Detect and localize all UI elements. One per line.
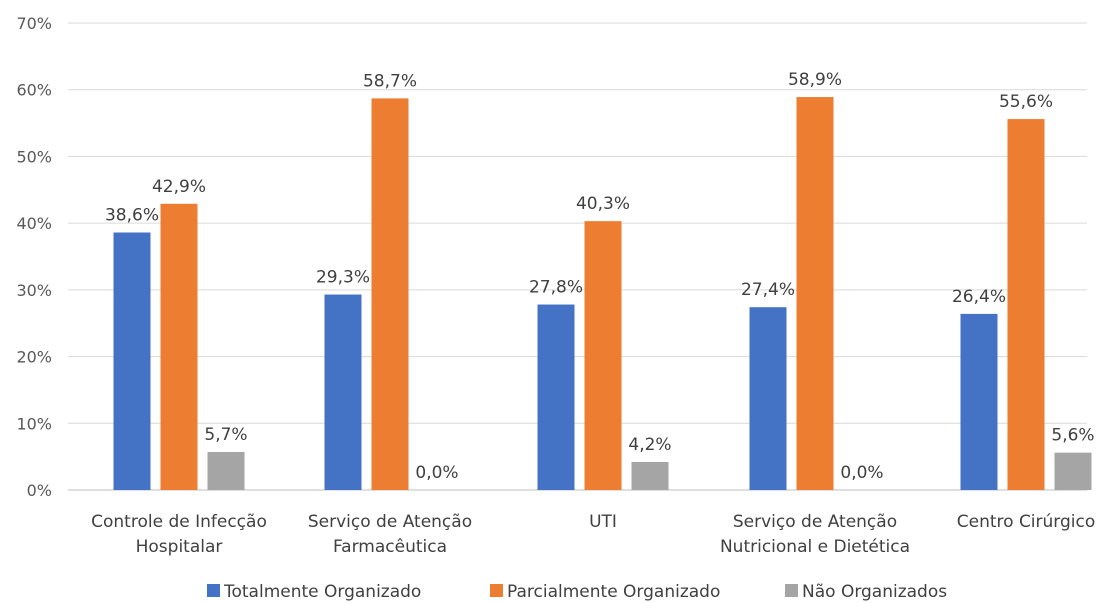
data-label: 4,2% (628, 435, 671, 455)
data-label: 0,0% (840, 463, 883, 483)
bar-1 (324, 294, 362, 490)
legend-label: Parcialmente Organizado (507, 582, 720, 602)
category-label: Controle de Infecção (91, 512, 267, 532)
bar-2 (371, 98, 409, 490)
data-label: 42,9% (152, 177, 206, 197)
category-label: Farmacêutica (333, 537, 447, 557)
legend-swatch (785, 584, 798, 597)
bar-1 (537, 304, 575, 490)
data-label: 38,6% (105, 205, 159, 225)
legend-label: Não Organizados (802, 582, 947, 602)
bar-3 (207, 451, 245, 490)
y-tick-label: 0% (27, 481, 52, 500)
category-label: Serviço de Atenção (308, 512, 472, 532)
bar-2 (584, 221, 622, 491)
y-tick-label: 20% (16, 348, 52, 367)
data-label: 58,7% (363, 71, 417, 91)
legend-swatch (490, 584, 503, 597)
data-label: 55,6% (999, 92, 1053, 112)
bar-1 (749, 307, 787, 490)
y-tick-label: 50% (16, 147, 52, 166)
bar-1 (113, 232, 151, 491)
bar-2 (160, 203, 198, 490)
data-label: 40,3% (576, 194, 630, 214)
y-tick-label: 70% (16, 14, 52, 33)
y-tick-label: 30% (16, 281, 52, 300)
category-label: Nutricional e Dietética (720, 537, 910, 557)
category-label: UTI (589, 512, 617, 532)
y-tick-label: 60% (16, 81, 52, 100)
data-label: 27,8% (529, 278, 583, 298)
bar-2 (1007, 119, 1045, 490)
data-label: 58,9% (788, 70, 842, 90)
data-label: 0,0% (415, 463, 458, 483)
bar-3 (631, 461, 669, 490)
category-label: Serviço de Atenção (733, 512, 897, 532)
data-label: 5,7% (204, 425, 247, 445)
y-tick-label: 10% (16, 414, 52, 433)
data-label: 29,3% (316, 268, 370, 288)
data-label: 5,6% (1051, 426, 1094, 446)
data-label: 26,4% (952, 287, 1006, 307)
category-label: Hospitalar (136, 537, 223, 557)
bar-2 (796, 97, 834, 490)
bar-1 (960, 313, 998, 490)
y-tick-label: 40% (16, 214, 52, 233)
legend-swatch (207, 584, 220, 597)
legend-label: Totalmente Organizado (223, 582, 421, 602)
category-label: Centro Cirúrgico (957, 512, 1096, 532)
data-label: 27,4% (741, 280, 795, 300)
bar-3 (1054, 452, 1092, 490)
